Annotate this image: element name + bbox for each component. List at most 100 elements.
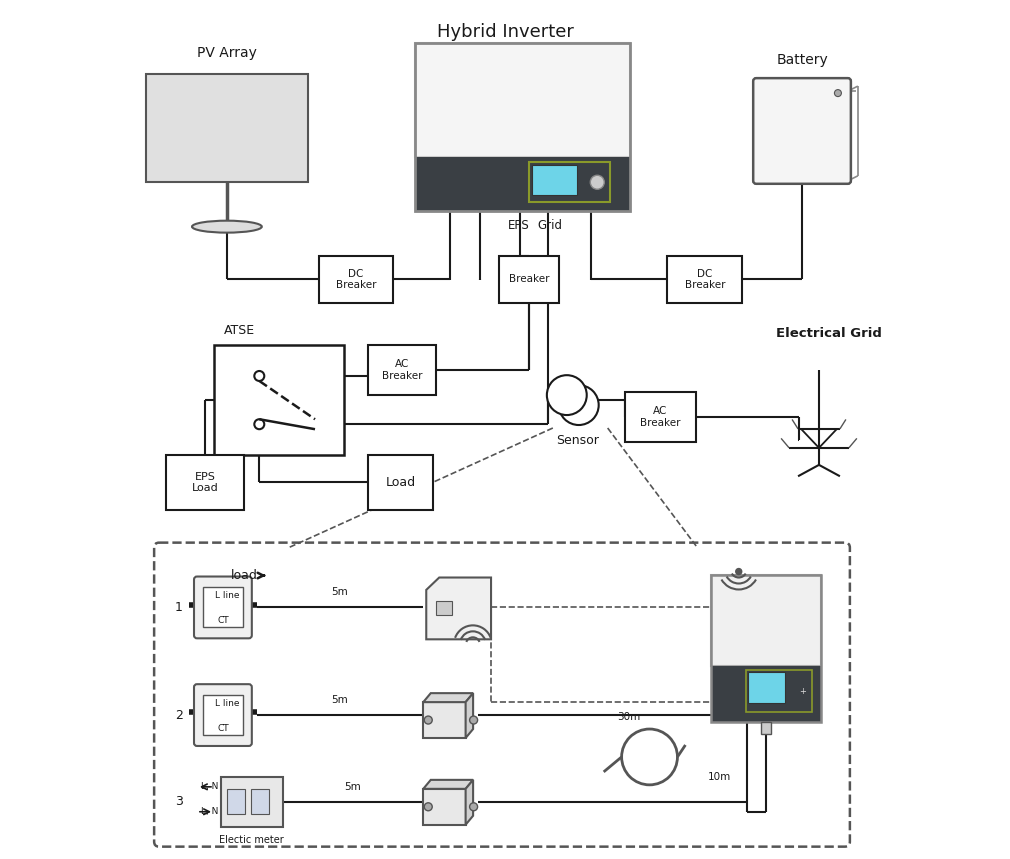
Bar: [166, 455, 243, 509]
Polygon shape: [423, 693, 473, 702]
Bar: [228, 140, 246, 159]
Text: ATSE: ATSE: [224, 325, 256, 338]
Circle shape: [470, 803, 478, 811]
Bar: [762, 722, 772, 734]
Text: Sensor: Sensor: [557, 434, 599, 447]
Circle shape: [559, 385, 599, 425]
Circle shape: [255, 419, 265, 430]
FancyBboxPatch shape: [155, 543, 849, 847]
Text: Grid: Grid: [537, 219, 563, 232]
Bar: [415, 157, 629, 210]
Text: 5m: 5m: [331, 695, 348, 705]
Text: EPS: EPS: [507, 219, 529, 232]
FancyBboxPatch shape: [194, 684, 251, 746]
Text: 5m: 5m: [344, 782, 362, 792]
Bar: [423, 702, 466, 738]
Bar: [423, 789, 466, 825]
Bar: [289, 161, 307, 180]
Circle shape: [735, 569, 741, 575]
Bar: [248, 140, 267, 159]
Circle shape: [834, 89, 841, 96]
Text: L line: L line: [215, 592, 239, 600]
Bar: [168, 161, 186, 180]
Polygon shape: [466, 693, 473, 738]
Bar: [415, 43, 629, 210]
Bar: [289, 119, 307, 137]
Text: 10m: 10m: [707, 772, 730, 782]
Bar: [711, 575, 821, 722]
Circle shape: [255, 371, 265, 381]
Polygon shape: [466, 780, 473, 825]
Bar: [227, 789, 245, 814]
Bar: [147, 161, 166, 180]
Polygon shape: [426, 577, 491, 639]
Polygon shape: [423, 780, 473, 789]
Bar: [269, 97, 287, 116]
Bar: [248, 119, 267, 137]
Text: 30m: 30m: [617, 712, 640, 722]
Circle shape: [424, 716, 432, 724]
Bar: [248, 97, 267, 116]
Circle shape: [590, 175, 604, 189]
Text: L line: L line: [215, 699, 239, 708]
Text: Hybrid Inverter: Hybrid Inverter: [436, 23, 574, 41]
Bar: [168, 119, 186, 137]
Bar: [146, 74, 308, 182]
Text: Load: Load: [386, 476, 416, 489]
Circle shape: [470, 716, 478, 724]
Bar: [228, 161, 246, 180]
Bar: [228, 97, 246, 116]
Bar: [369, 345, 436, 395]
Text: AC
Breaker: AC Breaker: [640, 406, 681, 428]
Bar: [668, 256, 742, 303]
Text: Battery: Battery: [776, 53, 828, 67]
Bar: [529, 162, 610, 203]
Bar: [188, 140, 206, 159]
Bar: [188, 97, 206, 116]
Bar: [168, 75, 186, 94]
Bar: [248, 161, 267, 180]
Bar: [214, 345, 343, 455]
Bar: [748, 673, 785, 704]
Bar: [228, 75, 246, 94]
Bar: [228, 119, 246, 137]
Bar: [208, 75, 226, 94]
Bar: [208, 97, 226, 116]
Bar: [221, 777, 283, 826]
Bar: [147, 140, 166, 159]
Bar: [208, 140, 226, 159]
Text: load: load: [231, 569, 258, 582]
Text: EPS
Load: EPS Load: [192, 472, 218, 493]
Text: AC
Breaker: AC Breaker: [382, 359, 422, 381]
Bar: [746, 670, 812, 712]
Bar: [269, 119, 287, 137]
Bar: [203, 588, 242, 627]
Text: PV Array: PV Array: [197, 46, 257, 60]
Text: Electic meter: Electic meter: [219, 835, 284, 844]
Bar: [208, 161, 226, 180]
Text: 2: 2: [175, 709, 183, 722]
Bar: [147, 75, 166, 94]
Bar: [203, 695, 242, 735]
Text: L, N: L, N: [201, 783, 218, 791]
FancyBboxPatch shape: [194, 576, 251, 638]
Bar: [289, 75, 307, 94]
Text: 5m: 5m: [331, 588, 348, 598]
Bar: [415, 43, 629, 157]
FancyBboxPatch shape: [753, 78, 850, 184]
Bar: [147, 97, 166, 116]
Bar: [318, 256, 393, 303]
Circle shape: [546, 375, 587, 415]
Bar: [168, 97, 186, 116]
Bar: [369, 455, 433, 509]
Bar: [624, 392, 696, 442]
Bar: [269, 161, 287, 180]
Bar: [248, 75, 267, 94]
Bar: [188, 161, 206, 180]
Bar: [208, 119, 226, 137]
Bar: [436, 601, 452, 614]
Text: Electrical Grid: Electrical Grid: [776, 327, 882, 340]
Circle shape: [424, 803, 432, 811]
Text: DC
Breaker: DC Breaker: [685, 269, 725, 290]
Bar: [269, 140, 287, 159]
